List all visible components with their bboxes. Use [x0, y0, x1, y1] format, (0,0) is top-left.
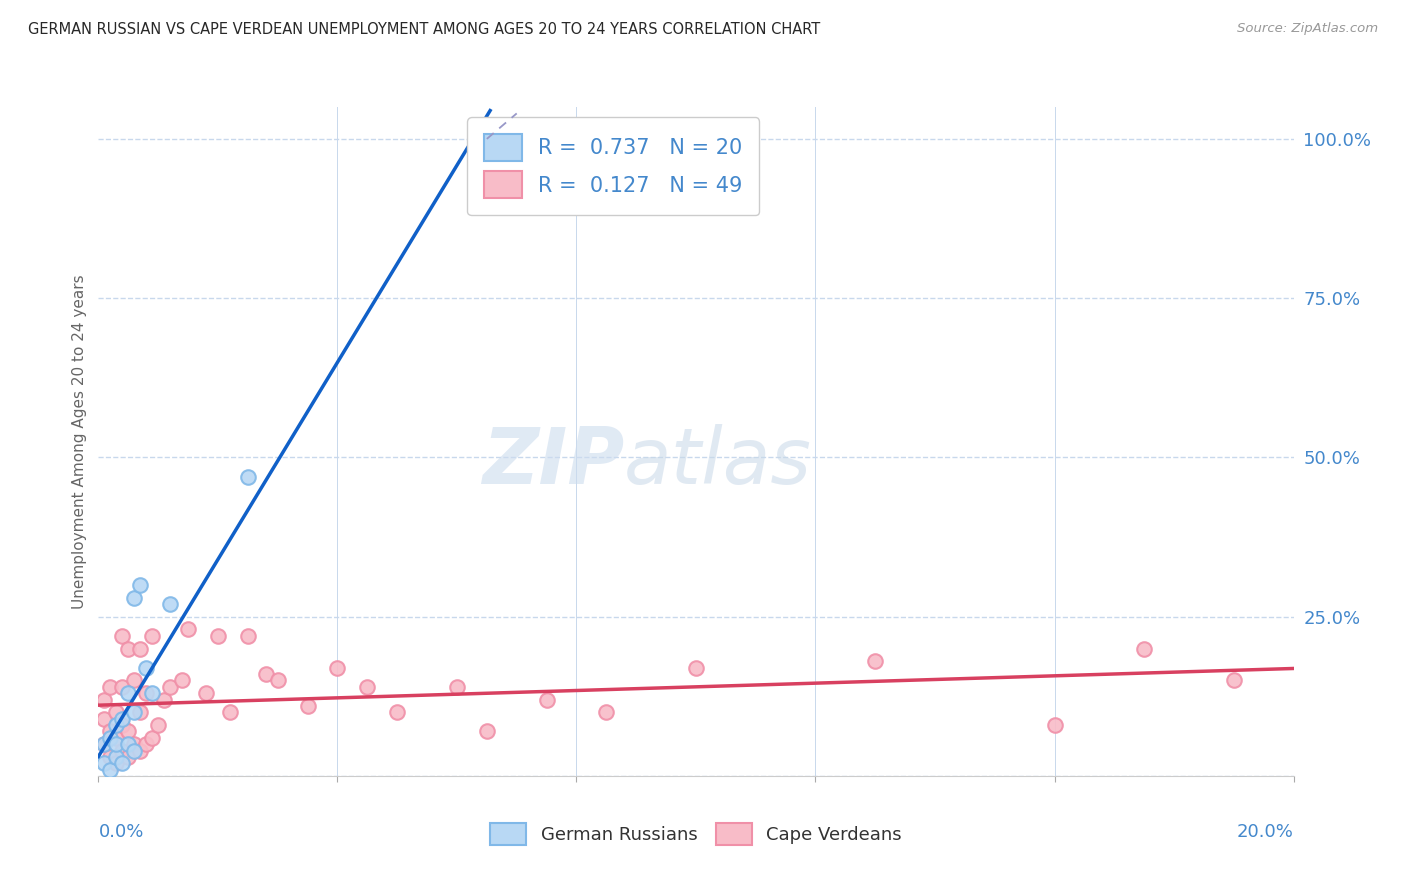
Point — [326, 661, 349, 675]
Point — [865, 654, 887, 668]
Point — [93, 712, 115, 726]
Point — [141, 731, 163, 745]
Point — [356, 680, 378, 694]
Point — [124, 673, 146, 688]
Point — [98, 680, 122, 694]
Point — [93, 692, 115, 706]
Point — [98, 724, 122, 739]
Point — [124, 737, 146, 751]
Point — [195, 686, 218, 700]
Point — [105, 737, 128, 751]
Point — [105, 731, 128, 745]
Text: ZIP: ZIP — [482, 424, 624, 500]
Point — [98, 731, 122, 745]
Point — [297, 698, 319, 713]
Point — [536, 692, 558, 706]
Point — [105, 756, 128, 771]
Point — [117, 737, 139, 751]
Point — [111, 743, 134, 757]
Point — [124, 706, 146, 720]
Legend: German Russians, Cape Verdeans: German Russians, Cape Verdeans — [481, 814, 911, 854]
Text: 0.0%: 0.0% — [98, 822, 143, 841]
Point — [595, 706, 617, 720]
Point — [148, 718, 170, 732]
Point — [685, 661, 707, 675]
Text: 20.0%: 20.0% — [1237, 822, 1294, 841]
Point — [105, 706, 128, 720]
Point — [236, 629, 259, 643]
Point — [153, 692, 176, 706]
Text: Source: ZipAtlas.com: Source: ZipAtlas.com — [1237, 22, 1378, 36]
Point — [475, 724, 498, 739]
Point — [141, 686, 163, 700]
Point — [159, 680, 181, 694]
Point — [159, 597, 181, 611]
Point — [98, 763, 122, 777]
Text: GERMAN RUSSIAN VS CAPE VERDEAN UNEMPLOYMENT AMONG AGES 20 TO 24 YEARS CORRELATIO: GERMAN RUSSIAN VS CAPE VERDEAN UNEMPLOYM… — [28, 22, 820, 37]
Point — [1223, 673, 1246, 688]
Point — [129, 578, 152, 592]
Point — [105, 750, 128, 764]
Point — [135, 661, 157, 675]
Point — [172, 673, 194, 688]
Point — [267, 673, 290, 688]
Y-axis label: Unemployment Among Ages 20 to 24 years: Unemployment Among Ages 20 to 24 years — [72, 274, 87, 609]
Point — [446, 680, 468, 694]
Point — [1133, 641, 1156, 656]
Point — [129, 706, 152, 720]
Point — [93, 737, 115, 751]
Point — [117, 724, 139, 739]
Point — [1043, 718, 1066, 732]
Point — [177, 623, 200, 637]
Point — [111, 756, 134, 771]
Point — [98, 750, 122, 764]
Point — [111, 680, 134, 694]
Point — [141, 629, 163, 643]
Point — [93, 756, 115, 771]
Point — [93, 737, 115, 751]
Point — [111, 718, 134, 732]
Text: atlas: atlas — [624, 424, 813, 500]
Point — [219, 706, 242, 720]
Point — [124, 743, 146, 757]
Point — [117, 750, 139, 764]
Point — [254, 667, 277, 681]
Point — [117, 641, 139, 656]
Point — [129, 743, 152, 757]
Point — [475, 132, 498, 146]
Point — [117, 686, 139, 700]
Point — [111, 712, 134, 726]
Point — [124, 591, 146, 605]
Point — [105, 718, 128, 732]
Point — [385, 706, 409, 720]
Point — [207, 629, 229, 643]
Point — [111, 629, 134, 643]
Point — [135, 686, 157, 700]
Point — [129, 641, 152, 656]
Point — [135, 737, 157, 751]
Point — [236, 469, 259, 483]
